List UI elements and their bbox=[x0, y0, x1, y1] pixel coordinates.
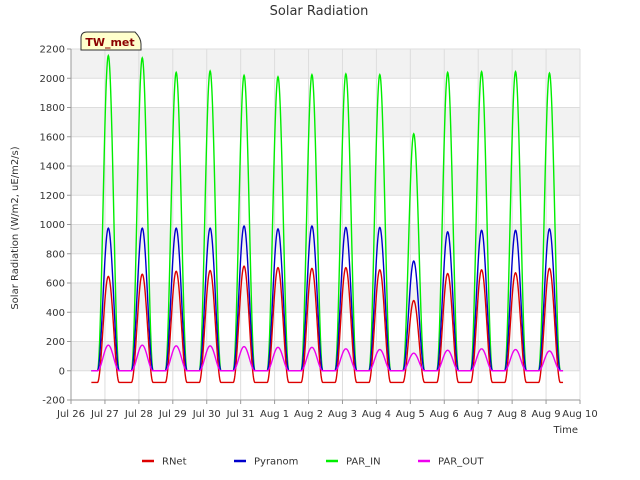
legend: RNet Pyranom PAR_IN PAR_OUT bbox=[142, 457, 484, 468]
y-tick-labels: -200 0 200 400 600 800 1000 1200 1400 1600 1800 200… bbox=[40, 45, 71, 407]
y-tick-label: 1600 bbox=[40, 132, 65, 143]
legend-label: Pyranom bbox=[254, 457, 298, 468]
x-tick-label: Aug 2 bbox=[294, 409, 323, 420]
y-tick-label: 600 bbox=[46, 279, 65, 290]
chart-title: Solar Radiation bbox=[270, 4, 369, 19]
y-tick-label: 800 bbox=[46, 249, 65, 260]
y-tick-label: -200 bbox=[42, 396, 65, 407]
plot-band bbox=[71, 312, 580, 342]
x-tick-label: Jul 29 bbox=[158, 409, 187, 420]
series-line-par-out bbox=[91, 344, 564, 372]
plot-band bbox=[71, 78, 580, 108]
y-tick-label: 2200 bbox=[40, 45, 65, 56]
plot-band bbox=[71, 136, 580, 166]
x-tick-label: Jul 27 bbox=[90, 409, 119, 420]
y-tick-label: 1000 bbox=[40, 220, 65, 231]
x-tick-label: Jul 28 bbox=[124, 409, 153, 420]
plot-background bbox=[71, 49, 580, 400]
plot-band bbox=[71, 341, 580, 371]
x-tick-label: Aug 8 bbox=[498, 409, 527, 420]
series-line-rnet bbox=[91, 265, 564, 384]
y-tick-label: 0 bbox=[59, 366, 65, 377]
x-axis-label: Time bbox=[553, 425, 578, 436]
y-tick-label: 200 bbox=[46, 337, 65, 348]
y-axis-label: Solar Radiation (W/m2, uE/m2/s) bbox=[10, 146, 21, 309]
x-tick-labels: Jul 26 Jul 27 Jul 28 Jul 29 Jul 30 Jul 31 Aug … bbox=[56, 400, 598, 420]
y-tick-label: 1200 bbox=[40, 191, 65, 202]
series-layer bbox=[91, 53, 564, 384]
plot-band bbox=[71, 166, 580, 196]
legend-label: RNet bbox=[162, 457, 187, 468]
plot-band bbox=[71, 107, 580, 137]
legend-label: PAR_IN bbox=[346, 457, 381, 468]
plot-band bbox=[71, 253, 580, 283]
plot-band bbox=[71, 49, 580, 79]
x-tick-label: Jul 30 bbox=[192, 409, 221, 420]
x-tick-label: Jul 31 bbox=[226, 409, 255, 420]
x-tick-label: Aug 9 bbox=[532, 409, 561, 420]
plot-band bbox=[71, 224, 580, 254]
x-tick-label: Aug 1 bbox=[260, 409, 289, 420]
x-tick-label: Aug 4 bbox=[362, 409, 391, 420]
x-tick-label: Aug 7 bbox=[464, 409, 493, 420]
y-tick-label: 400 bbox=[46, 308, 65, 319]
legend-label: PAR_OUT bbox=[438, 457, 484, 468]
y-tick-label: 2000 bbox=[40, 74, 65, 85]
y-tick-label: 1800 bbox=[40, 103, 65, 114]
x-tick-label: Aug 5 bbox=[396, 409, 425, 420]
station-badge-box bbox=[80, 31, 142, 51]
plot-band bbox=[71, 370, 580, 400]
station-badge: TW_met bbox=[80, 31, 142, 51]
x-tick-label: Jul 26 bbox=[56, 409, 85, 420]
x-tick-label: Aug 10 bbox=[562, 409, 597, 420]
x-tick-label: Aug 6 bbox=[430, 409, 459, 420]
y-tick-label: 1400 bbox=[40, 162, 65, 173]
plot-band bbox=[71, 195, 580, 225]
x-tick-label: Aug 3 bbox=[328, 409, 357, 420]
station-label: TW_met bbox=[85, 36, 134, 49]
plot-band bbox=[71, 283, 580, 313]
